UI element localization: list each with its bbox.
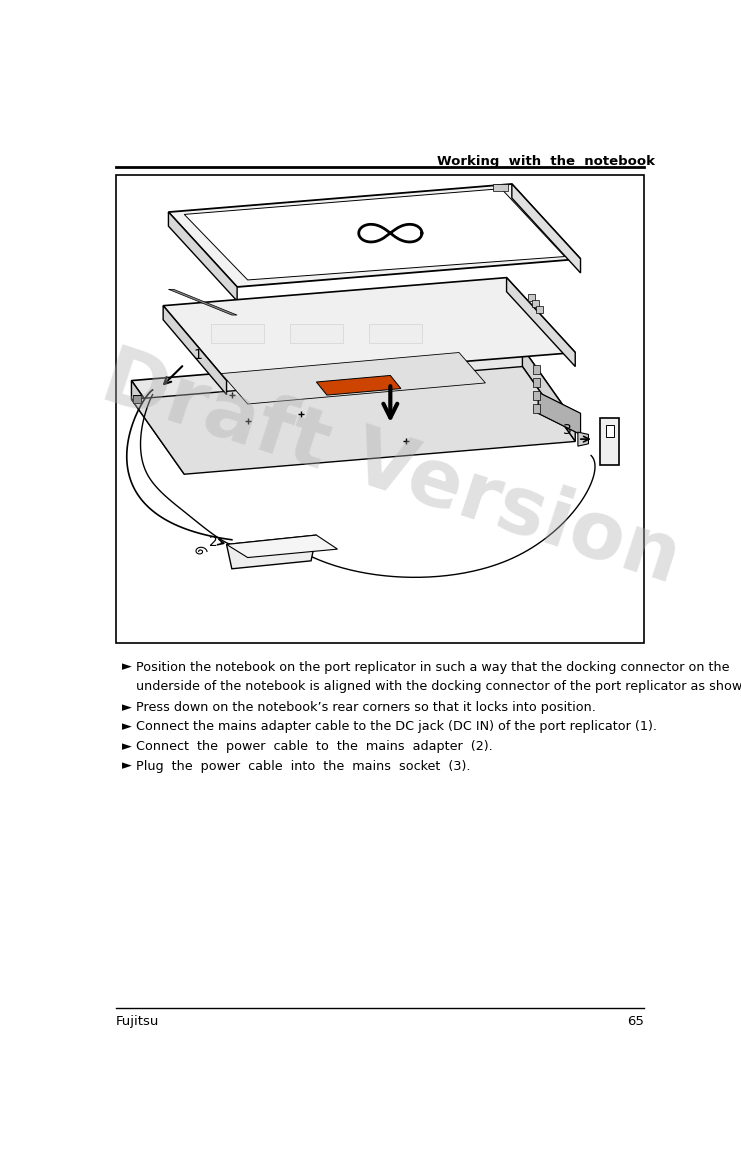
- Text: ►: ►: [122, 740, 132, 753]
- Text: 3: 3: [563, 423, 572, 437]
- Text: 2: 2: [209, 535, 218, 549]
- Polygon shape: [522, 347, 575, 441]
- Polygon shape: [163, 278, 575, 381]
- Text: Draft Version: Draft Version: [93, 338, 690, 599]
- Bar: [533, 404, 540, 413]
- Polygon shape: [163, 306, 227, 395]
- Polygon shape: [227, 535, 316, 569]
- Bar: [531, 300, 539, 307]
- Polygon shape: [168, 290, 237, 315]
- Text: Working  with  the  notebook: Working with the notebook: [437, 155, 655, 168]
- Text: 1: 1: [193, 347, 202, 361]
- Text: 65: 65: [627, 1014, 644, 1027]
- Text: ►: ►: [122, 701, 132, 713]
- Text: Position the notebook on the port replicator in such a way that the docking conn: Position the notebook on the port replic…: [136, 660, 729, 674]
- Polygon shape: [131, 347, 575, 455]
- Bar: [536, 306, 542, 313]
- Polygon shape: [507, 278, 575, 367]
- Polygon shape: [538, 393, 580, 434]
- Bar: [533, 378, 540, 387]
- Polygon shape: [131, 367, 575, 475]
- Polygon shape: [185, 189, 565, 280]
- Polygon shape: [168, 212, 237, 301]
- Bar: [133, 395, 141, 403]
- Polygon shape: [316, 375, 401, 395]
- Polygon shape: [168, 184, 580, 287]
- Bar: [369, 324, 422, 343]
- Text: Plug  the  power  cable  into  the  mains  socket  (3).: Plug the power cable into the mains sock…: [136, 760, 471, 772]
- Text: ►: ►: [122, 720, 132, 733]
- Polygon shape: [131, 381, 185, 475]
- Polygon shape: [222, 352, 485, 404]
- Bar: [605, 425, 614, 437]
- Bar: [600, 418, 619, 464]
- Bar: [494, 184, 508, 191]
- Text: ►: ►: [122, 760, 132, 772]
- Polygon shape: [227, 535, 337, 557]
- Bar: [533, 365, 540, 374]
- Text: Connect the mains adapter cable to the DC jack (DC IN) of the port replicator (1: Connect the mains adapter cable to the D…: [136, 720, 657, 733]
- Bar: [528, 294, 534, 301]
- Bar: [116, 175, 644, 643]
- Polygon shape: [538, 393, 580, 434]
- Polygon shape: [512, 184, 580, 273]
- Text: Fujitsu: Fujitsu: [116, 1014, 159, 1027]
- Bar: [210, 324, 264, 343]
- Text: Press down on the notebook’s rear corners so that it locks into position.: Press down on the notebook’s rear corner…: [136, 701, 596, 713]
- Text: Connect  the  power  cable  to  the  mains  adapter  (2).: Connect the power cable to the mains ada…: [136, 740, 493, 753]
- Text: underside of the notebook is aligned with the docking connector of the port repl: underside of the notebook is aligned wit…: [136, 680, 741, 694]
- Bar: [290, 324, 343, 343]
- Polygon shape: [578, 432, 588, 446]
- Text: ►: ►: [122, 660, 132, 674]
- Bar: [533, 391, 540, 400]
